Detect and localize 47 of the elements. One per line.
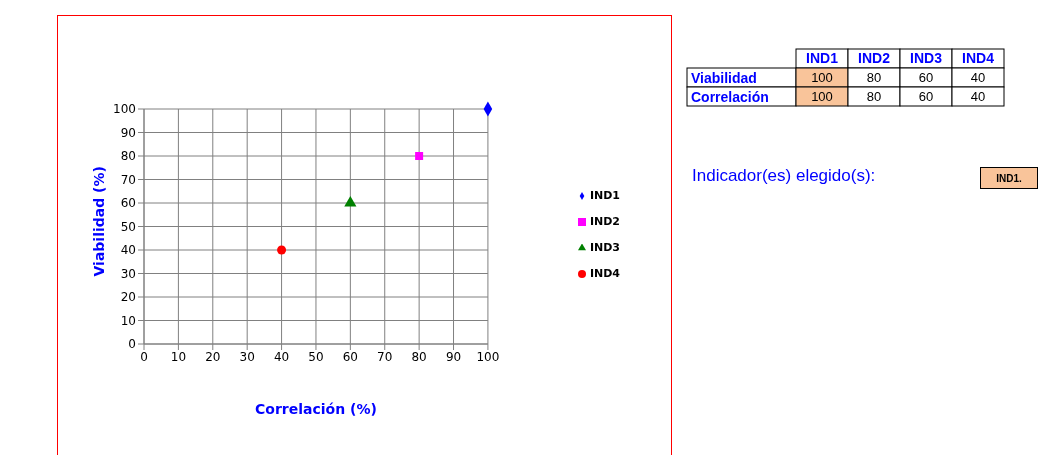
y-tick-label: 90 (120, 125, 136, 140)
data-label: 60 (918, 70, 934, 85)
data-label: 100 (811, 70, 833, 85)
y-tick-label: 50 (120, 219, 136, 234)
y-axis-title: Viabilidad (%) (90, 166, 107, 277)
y-tick-label: Correlación (691, 89, 769, 105)
x-tick-label: IND1 (806, 50, 839, 66)
y-tick-label: 60 (120, 196, 136, 211)
y-tick-label: 40 (120, 243, 136, 258)
x-tick-label: 50 (308, 349, 324, 364)
x-tick-label: 60 (342, 349, 358, 364)
legend-label: IND4 (589, 267, 620, 280)
x-tick-label: IND3 (910, 50, 943, 66)
data-label: 60 (918, 89, 934, 104)
x-tick-label: 0 (140, 349, 148, 364)
x-tick-label: 100 (476, 349, 500, 364)
text: IND1. (980, 167, 1038, 189)
data-label: 100 (811, 89, 833, 104)
y-tick-label: 70 (120, 172, 136, 187)
data-label: 40 (970, 89, 986, 104)
x-tick-label: 20 (205, 349, 221, 364)
x-axis-title: Correlación (%) (255, 401, 377, 417)
y-tick-label: Viabilidad (691, 70, 757, 86)
point (277, 245, 287, 255)
data-label: 80 (866, 70, 882, 85)
x-tick-label: 80 (411, 349, 427, 364)
x-tick-label: IND4 (962, 50, 995, 66)
x-tick-label: 90 (445, 349, 462, 364)
x-tick-label: 30 (239, 349, 255, 364)
y-tick-label: 30 (120, 266, 136, 281)
y-tick-label: 100 (113, 102, 136, 117)
data-label: 40 (970, 70, 986, 85)
point (415, 152, 424, 160)
text: Indicador(es) elegido(s): (692, 166, 876, 186)
x-tick-label: IND2 (858, 50, 891, 66)
legend-label: IND1 (589, 189, 620, 202)
legend-label: IND3 (589, 241, 620, 254)
x-tick-label: 10 (170, 349, 187, 364)
x-tick-label: 40 (273, 349, 290, 364)
y-tick-label: 80 (120, 149, 136, 164)
y-tick-label: 0 (128, 337, 136, 352)
point (344, 195, 357, 207)
y-tick-label: 10 (120, 313, 136, 328)
legend-label: IND2 (589, 215, 620, 228)
data-label: 80 (866, 89, 882, 104)
y-tick-label: 20 (120, 290, 136, 305)
x-tick-label: 70 (377, 349, 393, 364)
